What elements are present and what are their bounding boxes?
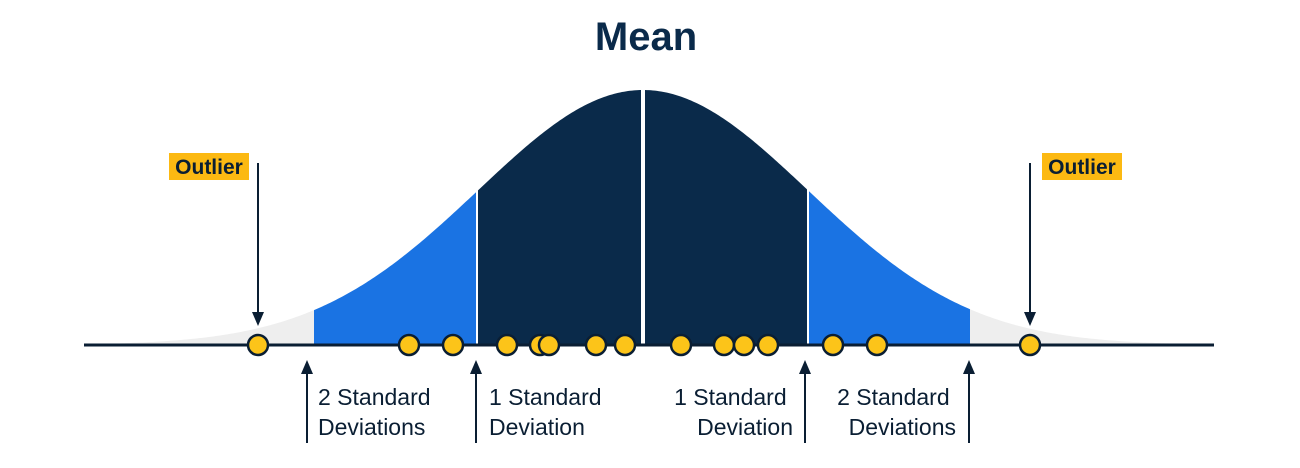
sd-label-left-2-line1: 2 Standard bbox=[318, 384, 431, 410]
data-dot bbox=[712, 333, 736, 357]
sd1-right-region bbox=[645, 90, 807, 346]
sd-label-right-2: 2 Standard Deviations bbox=[837, 384, 956, 440]
outlier-dot bbox=[246, 333, 270, 357]
data-dot bbox=[495, 333, 519, 357]
sd-label-right-1-line2: Deviation bbox=[697, 414, 793, 440]
data-dot bbox=[613, 333, 637, 357]
sd-label-left-1: 1 Standard Deviation bbox=[489, 384, 608, 440]
sd-arrow-right-2 bbox=[963, 360, 975, 443]
data-dot bbox=[669, 333, 693, 357]
outlier-left-label: Outlier bbox=[175, 156, 243, 179]
data-dot bbox=[441, 333, 465, 357]
outlier-right-highlight bbox=[1042, 153, 1122, 180]
data-points bbox=[246, 333, 1042, 357]
sd1-left-region bbox=[478, 90, 641, 346]
data-dot bbox=[537, 333, 561, 357]
outlier-right-arrow bbox=[1024, 163, 1036, 326]
outlier-left-highlight bbox=[169, 153, 249, 180]
sd-label-right-2-line2: Deviations bbox=[849, 414, 956, 440]
sd-label-left-2: 2 Standard Deviations bbox=[318, 384, 437, 440]
sd-label-right-1-line1: 1 Standard bbox=[674, 384, 787, 410]
data-dot bbox=[821, 333, 845, 357]
sd-label-right-2-line1: 2 Standard bbox=[837, 384, 950, 410]
sd-label-right-1: 1 Standard Deviation bbox=[674, 384, 793, 440]
sd-arrow-right-1 bbox=[799, 360, 811, 443]
tail-left-region bbox=[120, 310, 314, 345]
data-dot bbox=[584, 333, 608, 357]
data-dot bbox=[397, 333, 421, 357]
outlier-right-label: Outlier bbox=[1048, 156, 1116, 179]
sd-arrow-left-2 bbox=[301, 360, 313, 443]
outlier-dot bbox=[1018, 333, 1042, 357]
outlier-left-arrow bbox=[252, 163, 264, 326]
data-dot bbox=[732, 333, 756, 357]
sd-label-left-2-line2: Deviations bbox=[318, 414, 425, 440]
data-dot bbox=[865, 333, 889, 357]
sd2-left-region bbox=[314, 192, 476, 345]
sd2-right-region bbox=[809, 191, 970, 345]
curve-regions bbox=[120, 90, 1170, 346]
chart-title: Mean bbox=[595, 15, 697, 59]
data-dot bbox=[756, 333, 780, 357]
sd-arrow-left-1 bbox=[470, 360, 482, 443]
sd-label-left-1-line1: 1 Standard bbox=[489, 384, 602, 410]
sd-label-left-1-line2: Deviation bbox=[489, 414, 585, 440]
tail-right-region bbox=[970, 309, 1170, 345]
